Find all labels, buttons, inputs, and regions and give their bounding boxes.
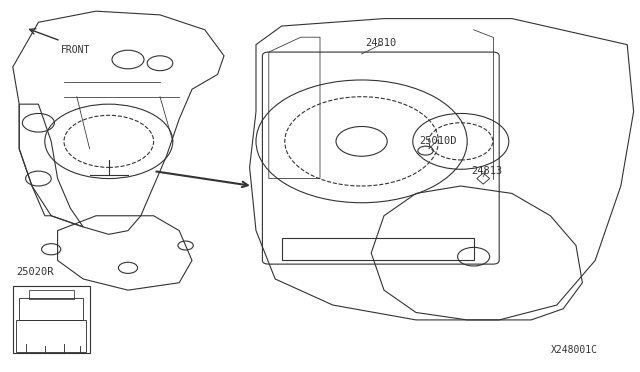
Text: 24813: 24813 (471, 166, 502, 176)
Bar (19, 298, 83, 320)
Text: 25020R: 25020R (17, 267, 54, 276)
Text: 25010D: 25010D (420, 137, 457, 146)
Text: X248001C: X248001C (552, 345, 598, 355)
Text: FRONT: FRONT (61, 45, 90, 55)
Bar (282, 238, 474, 260)
Bar (16, 320, 86, 352)
Bar (29, 290, 74, 299)
Bar (13, 286, 90, 353)
Text: 24810: 24810 (365, 38, 396, 48)
